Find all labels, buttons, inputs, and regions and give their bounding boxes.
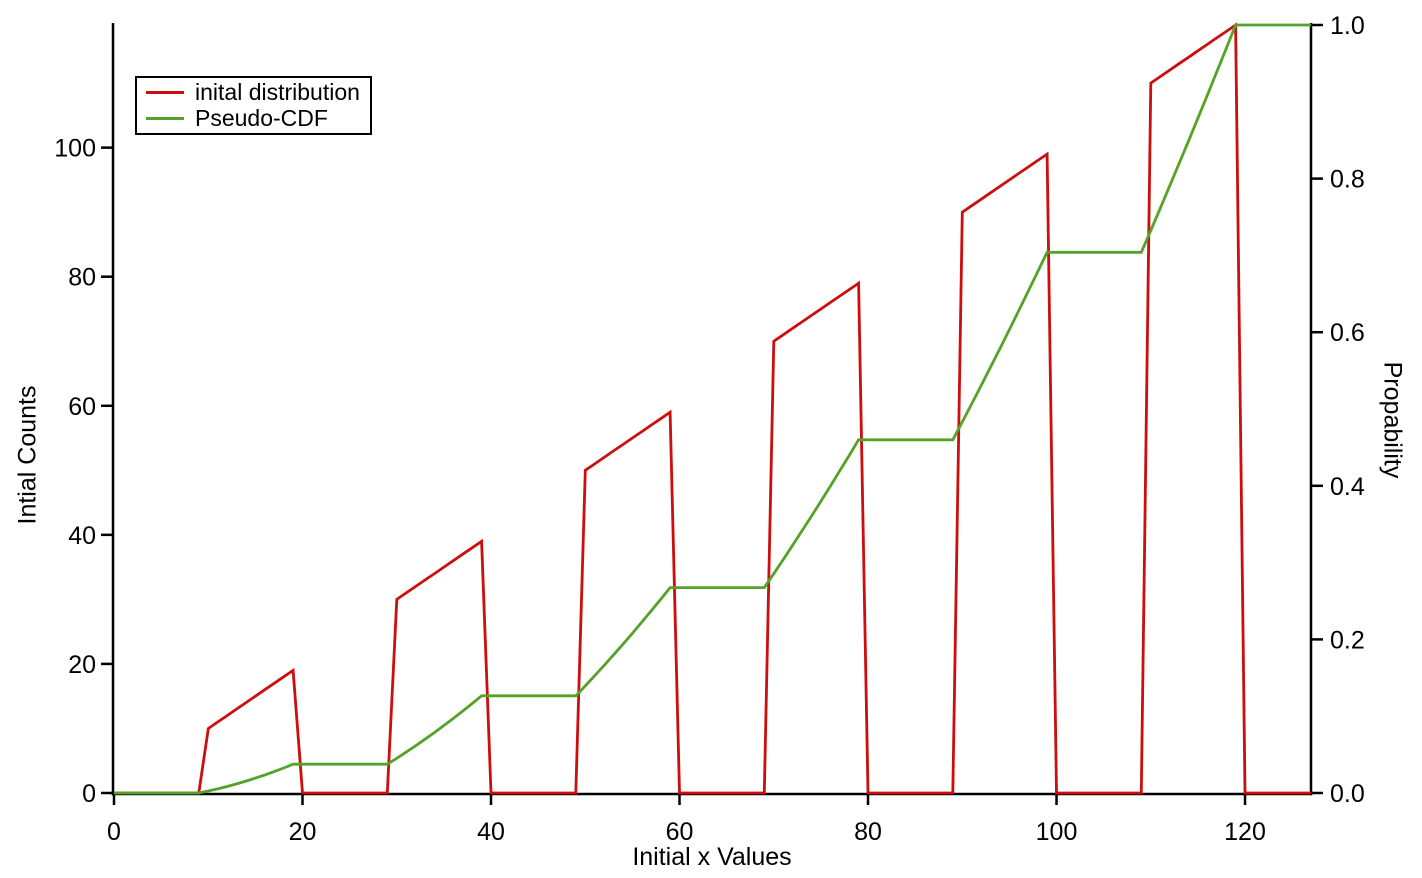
- legend-entry-pseudo-cdf: Pseudo-CDF: [146, 107, 370, 130]
- right-y-tick-label: 1.0: [1330, 12, 1365, 40]
- x-tick-label: 80: [854, 818, 882, 846]
- left-y-tick-label: 20: [68, 651, 96, 679]
- green-line-sample-icon: [146, 117, 184, 120]
- right-y-tick-label: 0.4: [1330, 473, 1365, 501]
- x-tick-label: 40: [477, 818, 505, 846]
- right-y-tick-label: 0.6: [1330, 319, 1365, 347]
- left-y-tick-label: 80: [68, 264, 96, 292]
- x-tick-label: 20: [289, 818, 317, 846]
- legend-label: Pseudo-CDF: [195, 105, 328, 131]
- x-tick-label: 60: [666, 818, 694, 846]
- left-y-axis-title: Intial Counts: [13, 385, 42, 525]
- right-y-axis-title: Propability: [1378, 361, 1407, 479]
- x-tick-label: 120: [1224, 818, 1266, 846]
- left-y-tick-label: 100: [54, 135, 96, 163]
- red-line-sample-icon: [146, 91, 184, 94]
- x-tick-label: 100: [1036, 818, 1078, 846]
- x-axis-title: Initial x Values: [632, 843, 792, 871]
- legend: inital distribution Pseudo-CDF: [135, 76, 372, 135]
- legend-label: inital distribution: [195, 79, 360, 105]
- x-tick-label: 0: [107, 818, 121, 846]
- legend-entry-initial-distribution: inital distribution: [146, 81, 370, 104]
- left-y-tick-label: 0: [82, 780, 96, 808]
- left-y-tick-label: 40: [68, 522, 96, 550]
- series-line-inital-distribution: [114, 22, 1311, 795]
- right-y-tick-label: 0.8: [1330, 166, 1365, 194]
- left-y-tick-label: 60: [68, 393, 96, 421]
- right-y-tick-label: 0.2: [1330, 626, 1365, 654]
- right-y-tick-label: 0.0: [1330, 780, 1365, 808]
- series-line-pseudo-cdf: [114, 23, 1311, 795]
